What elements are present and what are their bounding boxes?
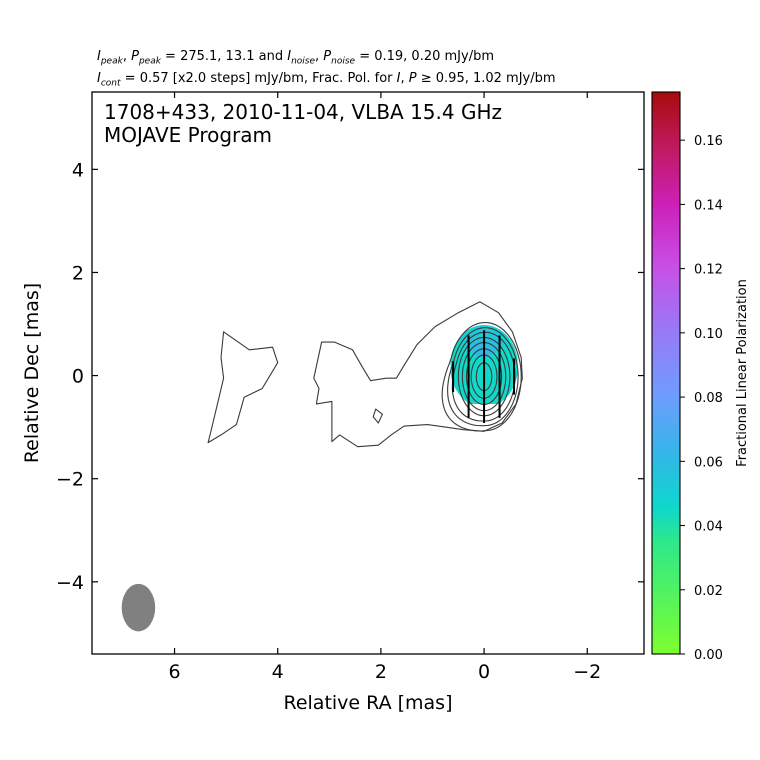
colorbar-tick-label-4: 0.08 bbox=[694, 391, 723, 406]
contour-small-island bbox=[372, 408, 383, 424]
colorbar-label: Fractional Linear Polarization bbox=[735, 279, 750, 467]
y-tick-label-0: 4 bbox=[72, 159, 84, 181]
contour-level-4 bbox=[451, 331, 516, 422]
contour-level-2 bbox=[441, 321, 522, 432]
contour-level-1 bbox=[313, 301, 523, 448]
y-tick-label-4: −4 bbox=[56, 572, 84, 594]
colorbar-tick-label-8: 0.16 bbox=[694, 134, 723, 149]
beam-layer bbox=[121, 583, 156, 632]
colorbar-fill bbox=[652, 92, 680, 654]
colorbar-ticks: 0.00 0.02 0.04 0.06 0.08 0.10 0.12 0.14 0.16 bbox=[680, 134, 723, 663]
tick-layer: 6 4 2 0 −2 4 2 0 −2 −4 bbox=[56, 92, 644, 683]
contour-outer-lobe bbox=[207, 331, 279, 444]
x-tick-label-1: 4 bbox=[272, 661, 284, 683]
contour-level-3 bbox=[447, 327, 519, 427]
colorbar-tick-label-7: 0.14 bbox=[694, 198, 723, 213]
colorbar-tick-label-1: 0.02 bbox=[694, 584, 723, 599]
x-tick-label-2: 2 bbox=[375, 661, 387, 683]
evpa-layer bbox=[452, 330, 515, 424]
header-line-contours: Icont = 0.57 [x2.0 steps] mJy/bm, Frac. … bbox=[97, 71, 556, 89]
contour-level-7 bbox=[465, 348, 503, 406]
plot-axes: 6 4 2 0 −2 4 2 0 −2 −4 1708+433, 2010-11-04, VLBA… bbox=[21, 91, 645, 714]
y-tick-label-1: 2 bbox=[72, 262, 84, 284]
contour-level-5 bbox=[457, 336, 511, 417]
colorbar: 0.00 0.02 0.04 0.06 0.08 0.10 0.12 0.14 0.16 Fra… bbox=[651, 91, 750, 663]
header-line-peak: Ipeak, Ppeak = 275.1, 13.1 and Inoise, P… bbox=[97, 49, 494, 67]
colorbar-frame bbox=[651, 91, 681, 655]
chart-title-line1: 1708+433, 2010-11-04, VLBA 15.4 GHz bbox=[104, 100, 502, 124]
x-tick-label-0: 6 bbox=[168, 661, 180, 683]
chart-title-line2: MOJAVE Program bbox=[104, 123, 272, 147]
x-tick-label-4: −2 bbox=[573, 661, 601, 683]
colorbar-tick-label-5: 0.10 bbox=[694, 327, 723, 342]
beam-ellipse bbox=[121, 583, 156, 632]
x-tick-label-3: 0 bbox=[478, 661, 490, 683]
colorbar-tick-label-0: 0.00 bbox=[694, 648, 723, 663]
colorbar-tick-label-2: 0.04 bbox=[694, 520, 723, 535]
contour-level-8 bbox=[470, 354, 498, 399]
y-axis-label: Relative Dec [mas] bbox=[21, 283, 43, 463]
axes-frame bbox=[91, 91, 645, 655]
contour-layer bbox=[207, 301, 523, 448]
colorbar-tick-label-6: 0.12 bbox=[694, 263, 723, 278]
colorbar-tick-label-3: 0.06 bbox=[694, 455, 723, 470]
x-axis-label: Relative RA [mas] bbox=[283, 692, 452, 714]
contour-level-6 bbox=[461, 342, 507, 412]
y-tick-label-3: −2 bbox=[56, 469, 84, 491]
contour-level-9 bbox=[475, 362, 493, 392]
y-tick-label-2: 0 bbox=[72, 366, 84, 388]
